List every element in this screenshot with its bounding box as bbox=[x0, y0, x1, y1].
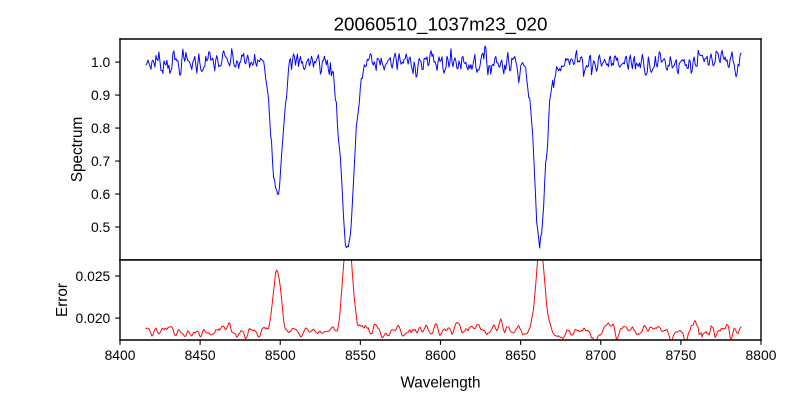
svg-text:0.8: 0.8 bbox=[91, 120, 111, 136]
svg-text:Error: Error bbox=[54, 283, 71, 317]
svg-text:0.025: 0.025 bbox=[76, 268, 111, 284]
svg-text:0.7: 0.7 bbox=[91, 153, 111, 169]
svg-text:1.0: 1.0 bbox=[91, 54, 111, 70]
svg-text:0.9: 0.9 bbox=[91, 87, 111, 103]
svg-text:8400: 8400 bbox=[105, 347, 136, 363]
svg-text:8600: 8600 bbox=[425, 347, 456, 363]
svg-text:8750: 8750 bbox=[665, 347, 696, 363]
svg-text:0.020: 0.020 bbox=[76, 310, 111, 326]
svg-text:Spectrum: Spectrum bbox=[69, 117, 86, 182]
svg-text:8700: 8700 bbox=[585, 347, 616, 363]
svg-text:0.5: 0.5 bbox=[91, 219, 111, 235]
svg-text:8550: 8550 bbox=[345, 347, 376, 363]
svg-text:Wavelength: Wavelength bbox=[400, 375, 480, 392]
svg-text:0.6: 0.6 bbox=[91, 186, 111, 202]
svg-text:8800: 8800 bbox=[746, 347, 777, 363]
svg-text:20060510_1037m23_020: 20060510_1037m23_020 bbox=[334, 14, 548, 36]
svg-text:8650: 8650 bbox=[505, 347, 536, 363]
svg-text:8450: 8450 bbox=[185, 347, 216, 363]
svg-text:8500: 8500 bbox=[265, 347, 296, 363]
